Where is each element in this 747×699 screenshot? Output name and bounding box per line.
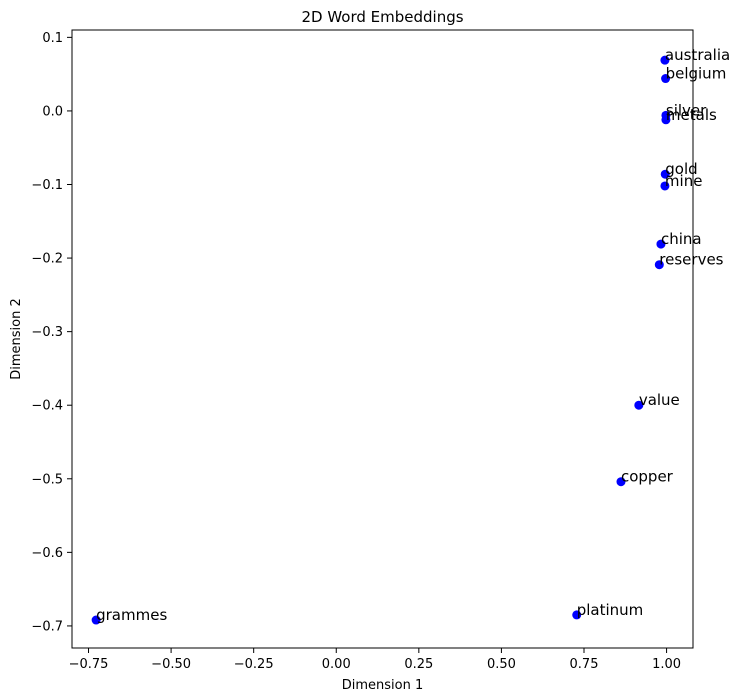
y-tick-label: 0.1: [42, 31, 63, 46]
x-axis-label: Dimension 1: [342, 678, 424, 693]
data-point-platinum: [572, 610, 582, 620]
x-axis-ticks: −0.75 −0.50 −0.25 0.00 0.25 0.50 0.75 1.00: [69, 648, 681, 672]
x-tick-label: −0.25: [234, 657, 274, 672]
point-label-grammes: grammes: [96, 606, 167, 624]
point-label-australia: australia: [665, 46, 730, 64]
chart-title: 2D Word Embeddings: [301, 8, 463, 26]
point-label-mine: mine: [665, 172, 703, 190]
x-tick-label: 0.25: [404, 657, 433, 672]
point-label-belgium: belgium: [666, 65, 727, 83]
point-label-china: china: [661, 230, 702, 248]
x-tick-label: 0.00: [322, 657, 351, 672]
point-label-platinum: platinum: [577, 601, 644, 619]
y-tick-label: −0.4: [31, 399, 63, 414]
data-point-grammes: [91, 615, 101, 625]
data-point-mine: [660, 181, 670, 191]
data-point-reserves: [654, 260, 664, 270]
data-point-copper: [616, 477, 626, 487]
y-axis-ticks: 0.1 0.0 −0.1 −0.2 −0.3 −0.4 −0.5 −0.6 −0.7: [31, 31, 72, 634]
x-tick-label: −0.50: [151, 657, 191, 672]
data-point-belgium: [661, 74, 671, 84]
x-tick-label: 1.00: [652, 657, 681, 672]
data-point-china: [656, 239, 666, 249]
y-tick-label: −0.1: [31, 178, 63, 193]
y-tick-label: −0.7: [31, 619, 63, 634]
point-label-silver: silver: [666, 101, 707, 119]
data-point-value: [634, 400, 644, 410]
data-points: [91, 55, 671, 625]
point-label-gold: gold: [665, 160, 697, 178]
x-tick-label: 0.75: [570, 657, 599, 672]
x-tick-label: 0.50: [487, 657, 516, 672]
y-tick-label: −0.2: [31, 252, 63, 267]
point-label-copper: copper: [621, 468, 674, 486]
y-tick-label: 0.0: [42, 104, 63, 119]
point-label-value: value: [639, 391, 680, 409]
y-tick-label: −0.3: [31, 325, 63, 340]
point-label-metals: metals: [666, 106, 717, 124]
data-point-gold: [660, 169, 670, 179]
data-point-australia: [660, 55, 670, 65]
x-tick-label: −0.75: [69, 657, 109, 672]
point-label-reserves: reserves: [659, 251, 723, 269]
y-tick-label: −0.5: [31, 472, 63, 487]
y-tick-label: −0.6: [31, 546, 63, 561]
data-point-metals: [661, 115, 671, 125]
plot-frame: [71, 29, 694, 649]
y-axis-label: Dimension 2: [9, 298, 24, 380]
